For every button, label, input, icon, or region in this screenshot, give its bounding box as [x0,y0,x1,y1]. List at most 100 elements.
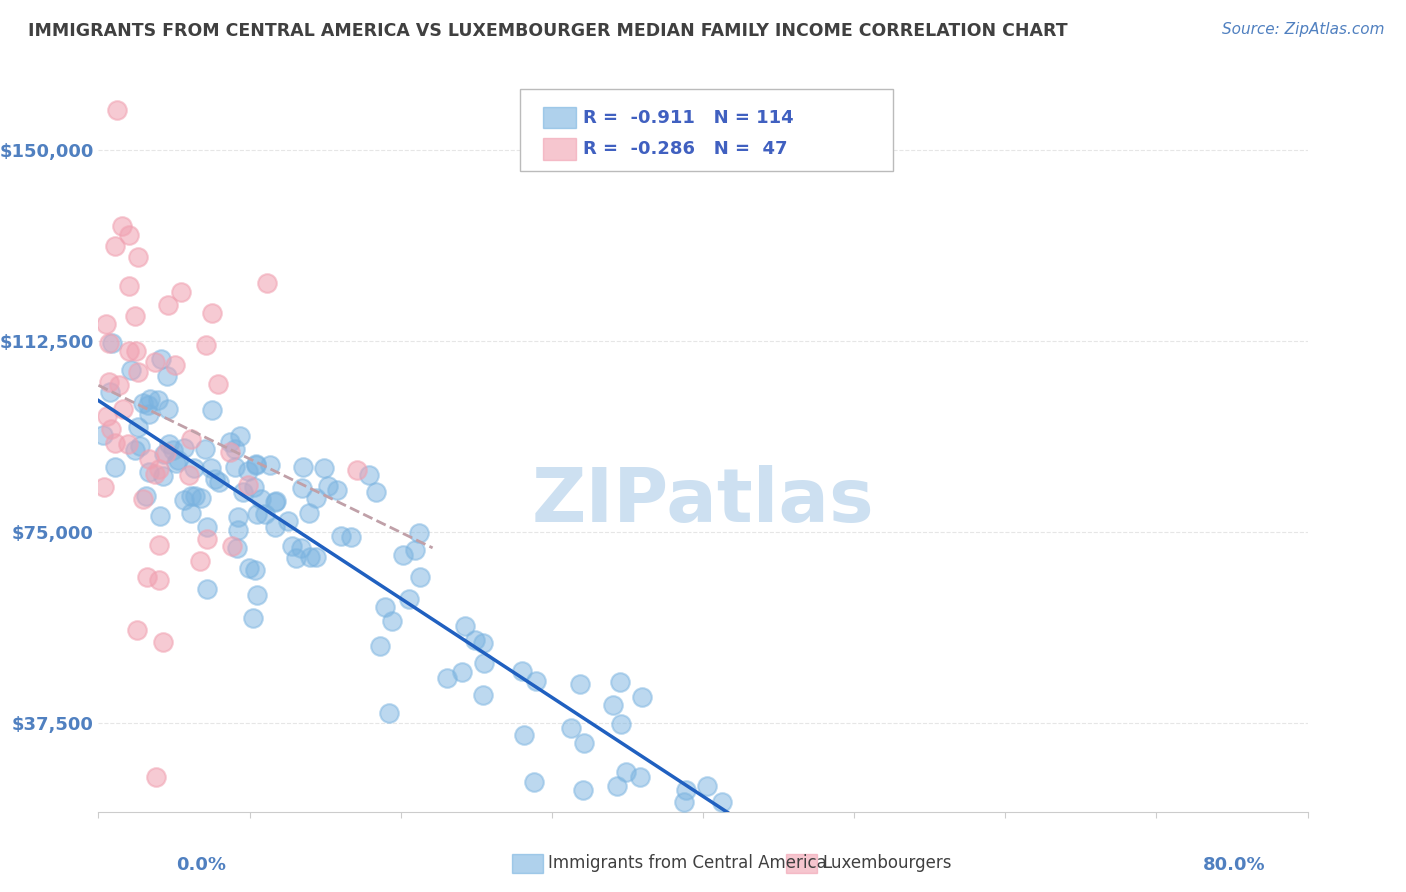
Point [630,690,652,705]
Point [290,541,312,556]
Point [183,460,205,475]
Point [194,442,217,457]
Point [98,384,121,399]
Point [152,635,174,649]
Point [609,675,631,690]
Point [264,493,287,508]
Point [236,464,259,478]
Point [569,677,592,691]
Point [188,554,211,568]
Point [166,453,188,467]
Point [97,335,120,350]
Point [281,539,304,553]
Point [264,495,287,509]
Point [256,276,278,290]
Point [246,588,269,602]
Point [195,582,218,597]
Point [245,457,267,471]
Point [157,437,180,451]
Point [152,447,174,461]
Point [201,306,224,320]
Point [374,600,396,615]
Point [574,736,596,750]
Point [143,467,166,482]
Point [398,592,420,607]
Point [148,462,170,476]
Point [305,491,328,505]
Point [450,665,472,679]
Point [132,491,155,506]
Point [316,479,339,493]
Point [628,770,651,784]
Point [224,460,246,475]
Point [602,698,624,713]
Point [150,351,173,366]
Point [195,520,218,534]
Point [138,398,160,412]
Text: R =  -0.911   N = 114: R = -0.911 N = 114 [583,109,794,127]
Point [298,549,321,564]
Point [225,541,247,555]
Point [155,445,177,459]
Point [91,428,114,442]
Point [298,507,321,521]
Point [124,309,146,323]
Point [138,407,160,421]
Point [143,355,166,369]
Point [107,377,129,392]
Point [135,490,157,504]
Point [696,779,718,793]
Point [104,239,127,253]
Point [326,483,349,497]
Point [263,520,285,534]
Point [284,550,307,565]
Point [259,458,281,473]
Point [464,632,486,647]
Point [253,508,276,522]
Point [675,783,697,797]
Point [138,452,160,467]
Point [523,774,546,789]
Point [250,491,273,506]
Text: 80.0%: 80.0% [1202,856,1265,874]
Point [180,506,202,520]
Point [524,674,547,689]
Point [195,532,218,546]
Point [148,538,170,552]
Point [238,478,260,492]
Point [94,317,117,331]
Point [120,363,142,377]
Point [179,468,201,483]
Point [232,484,254,499]
Point [673,795,696,809]
Point [96,409,118,423]
Point [111,219,134,234]
Point [219,444,242,458]
Point [104,435,127,450]
Point [471,636,494,650]
Point [101,335,124,350]
Point [436,671,458,685]
Point [471,689,494,703]
Point [606,779,628,793]
Point [246,508,269,522]
Point [364,484,387,499]
Point [162,442,184,457]
Point [560,721,582,735]
Point [330,529,353,543]
Text: Source: ZipAtlas.com: Source: ZipAtlas.com [1222,22,1385,37]
Point [152,468,174,483]
Point [571,782,593,797]
Point [510,664,533,678]
Point [201,402,224,417]
Point [229,429,252,443]
Point [98,375,121,389]
Point [148,573,170,587]
Point [404,543,426,558]
Point [118,279,141,293]
Point [180,432,202,446]
Point [112,402,135,417]
Point [207,376,229,391]
Point [208,475,231,489]
Point [200,460,222,475]
